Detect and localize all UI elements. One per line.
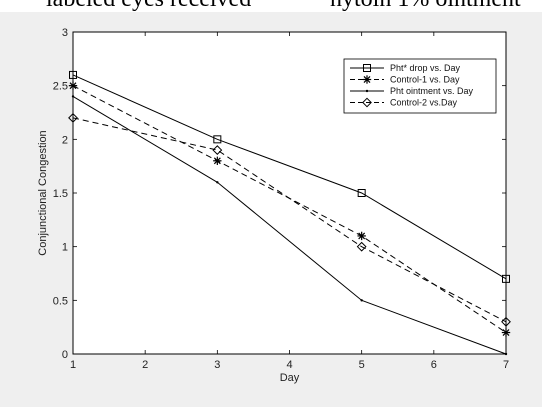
legend-marker-3: [365, 89, 369, 93]
y-axis-title: Conjunctional Congestion: [37, 130, 49, 255]
data-point-series-3: [216, 181, 219, 184]
data-point-series-3: [360, 299, 363, 302]
y-tick-label: 2.5: [53, 81, 68, 93]
y-tick-label: 1.5: [53, 188, 68, 200]
legend-label-1: Pht* drop vs. Day: [390, 63, 461, 73]
data-point-series-2: [68, 81, 78, 90]
x-tick-label: 7: [503, 359, 509, 371]
data-point-series-4: [212, 145, 223, 155]
data-point-series-3: [504, 352, 508, 356]
x-axis-title: Day: [280, 372, 300, 384]
series-line-4: [72, 117, 507, 323]
x-tick-label: 5: [359, 359, 365, 371]
data-point-series-4: [501, 316, 511, 327]
y-tick-label: 3: [62, 27, 68, 39]
data-point-series-4: [356, 241, 367, 252]
caption-fragment: labeled eyes received nytoin 1% ointment: [0, 0, 542, 12]
y-tick-label: 1: [62, 242, 68, 254]
data-point-series-2: [501, 328, 511, 337]
x-tick-label: 2: [142, 359, 148, 371]
y-tick-label: 0: [62, 349, 68, 361]
data-point-series-2: [357, 231, 366, 241]
legend-marker-4: [362, 97, 372, 108]
data-point-series-1: [357, 189, 366, 197]
x-tick-label: 3: [214, 359, 220, 371]
data-point-series-1: [213, 135, 222, 144]
x-tick-label: 1: [70, 359, 76, 371]
x-tick-label: 6: [431, 359, 437, 371]
data-point-series-2: [213, 156, 222, 165]
legend-label-3: Pht ointment vs. Day: [390, 86, 474, 96]
legend-label-2: Control-1 vs. Day: [390, 75, 460, 85]
data-point-series-4: [68, 112, 78, 123]
legend-label-4: Control-2 vs.Day: [390, 98, 458, 108]
y-tick-label: 0.5: [53, 295, 68, 307]
legend-marker-1: [363, 64, 371, 72]
series-lines: [72, 74, 507, 355]
axis-ticks: 1 2 3 4 5 6 7 0 0.5 1 1.5 2 2.5 3: [53, 27, 509, 371]
y-tick-label: 2: [62, 134, 68, 146]
data-point-series-1: [69, 70, 77, 79]
x-tick-label: 4: [286, 359, 292, 371]
caption-fragment-left: labeled eyes received: [46, 0, 251, 12]
legend-marker-2: [362, 75, 372, 84]
series-markers: [68, 70, 511, 356]
series-line-1: [72, 74, 507, 280]
data-point-series-3: [71, 95, 75, 98]
data-point-series-1: [502, 274, 510, 283]
caption-fragment-right: nytoin 1% ointment: [330, 0, 521, 12]
series-line-3: [72, 95, 507, 355]
